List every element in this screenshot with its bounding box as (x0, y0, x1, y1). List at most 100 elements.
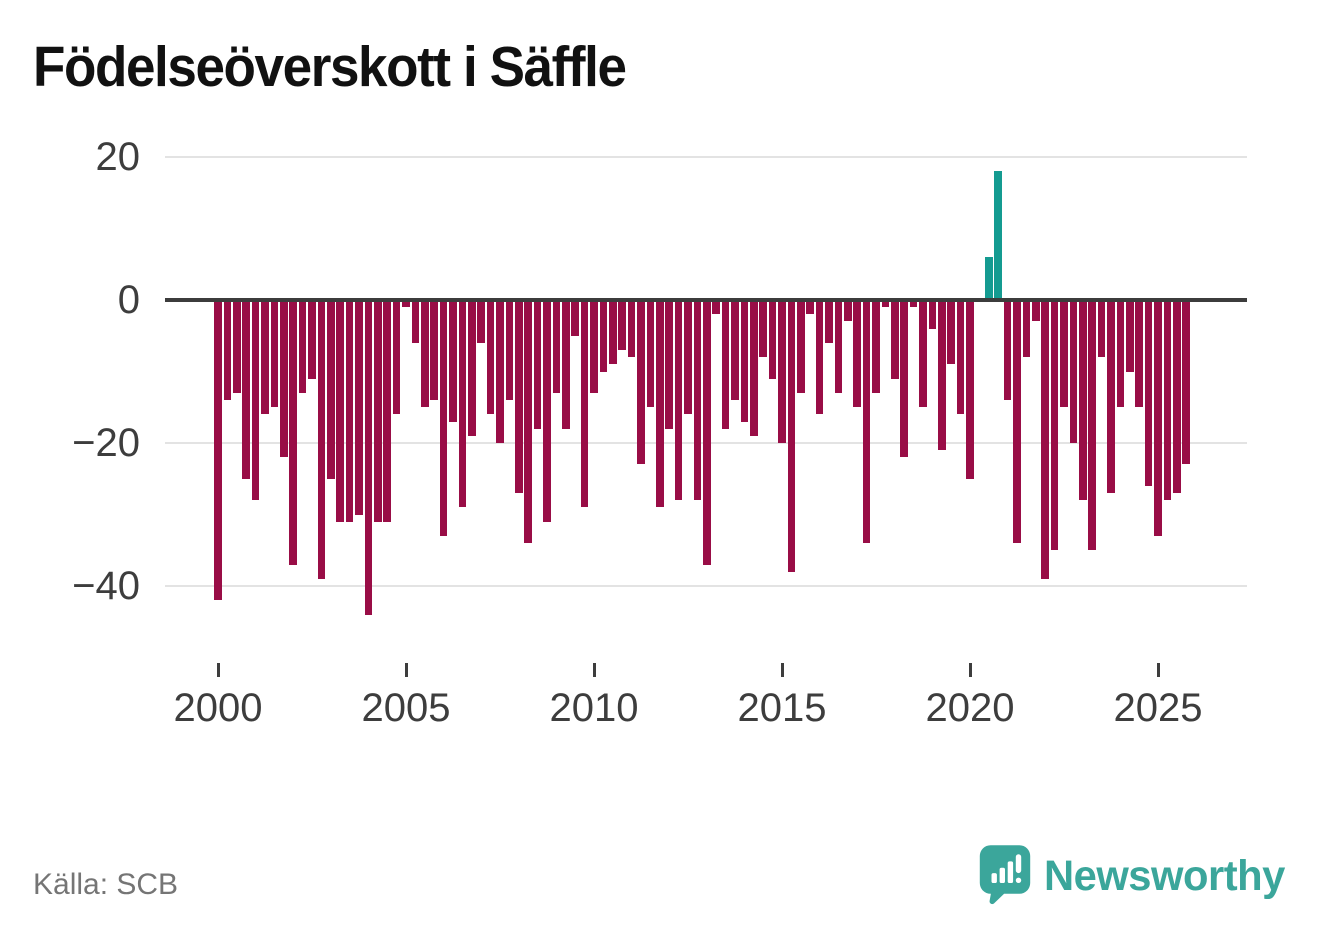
bar-2024K4 (1144, 301, 1153, 486)
bar-2001K2 (261, 301, 269, 415)
bar-2020K3 (985, 257, 993, 299)
bar-2001K1 (251, 301, 260, 501)
bar-2009K1 (552, 301, 561, 393)
x-axis-tick-2015 (780, 663, 784, 677)
bar-2003K3 (345, 301, 354, 522)
x-axis-label-2020: 2020 (925, 686, 1015, 730)
bar-2019K2 (938, 301, 946, 451)
bar-2024K2 (1126, 301, 1134, 372)
bar-2014K2 (750, 301, 758, 436)
bar-2025K3 (1173, 301, 1181, 494)
x-axis-tick-2020 (968, 663, 972, 677)
bar-2011K4 (656, 301, 664, 508)
gridline--40 (165, 585, 1247, 587)
newsworthy-wordmark: Newsworthy (1044, 852, 1285, 900)
x-axis-tick-2000 (216, 663, 220, 677)
newsworthy-bubble-chart-icon (978, 843, 1032, 910)
bar-2017K3 (872, 301, 880, 393)
x-axis-tick-2010 (592, 663, 596, 677)
bar-2008K2 (524, 301, 532, 544)
bar-2018K2 (900, 301, 908, 458)
bar-2004K4 (392, 301, 401, 415)
bar-2023K2 (1088, 301, 1096, 551)
bar-2014K4 (768, 301, 777, 379)
bar-2000K3 (233, 301, 241, 393)
bar-2007K2 (486, 301, 495, 415)
bar-2020K1 (966, 301, 974, 479)
bar-2014K1 (740, 301, 749, 422)
bar-2006K4 (468, 301, 476, 436)
bar-2023K1 (1079, 301, 1087, 501)
bar-2004K2 (374, 301, 382, 522)
x-axis-label-2000: 2000 (173, 686, 263, 730)
bar-2022K4 (1069, 301, 1078, 443)
bar-2018K3 (909, 301, 918, 308)
y-axis-label-0: 0 (117, 278, 140, 322)
bar-2004K3 (383, 301, 391, 522)
bar-2013K4 (731, 301, 739, 401)
bar-2010K3 (609, 301, 617, 365)
bar-2013K2 (712, 301, 720, 315)
bar-2012K2 (674, 301, 683, 501)
bar-2024K1 (1116, 301, 1125, 408)
x-axis-label-2025: 2025 (1113, 686, 1203, 730)
bar-2008K3 (533, 301, 542, 429)
bar-2010K1 (590, 301, 598, 393)
bar-2014K3 (759, 301, 767, 358)
bar-2021K2 (1013, 301, 1021, 544)
y-axis-label--20: −20 (72, 421, 140, 465)
bar-2002K1 (289, 301, 297, 565)
y-axis-label--40: −40 (72, 564, 140, 608)
bar-2023K4 (1107, 301, 1115, 494)
bar-2010K2 (599, 301, 608, 372)
bar-2010K4 (618, 301, 626, 351)
zero-axis-line (165, 298, 1247, 302)
x-axis-tick-2005 (404, 663, 408, 677)
bar-2025K2 (1163, 301, 1172, 501)
bar-2005K4 (430, 301, 438, 401)
bar-2003K4 (355, 301, 363, 515)
bar-2015K4 (806, 301, 814, 315)
bar-2025K4 (1182, 301, 1190, 465)
bar-2011K2 (637, 301, 645, 465)
bar-2016K1 (815, 301, 824, 415)
bar-2018K4 (919, 301, 927, 408)
bar-2017K1 (853, 301, 861, 408)
bar-2015K3 (797, 301, 805, 393)
bar-2013K3 (721, 301, 730, 429)
x-axis-label-2015: 2015 (737, 686, 827, 730)
bar-2024K3 (1135, 301, 1143, 408)
chart-title: Födelseöverskott i Säffle (33, 35, 627, 99)
bar-2002K2 (298, 301, 307, 393)
bar-2023K3 (1097, 301, 1106, 358)
x-axis-label-2010: 2010 (549, 686, 639, 730)
bar-2009K2 (562, 301, 570, 429)
bar-2021K3 (1022, 301, 1031, 358)
y-axis-label-20: 20 (95, 135, 141, 179)
bar-2015K1 (778, 301, 786, 443)
bar-2005K3 (421, 301, 429, 408)
bar-2016K3 (834, 301, 843, 393)
bar-2020K4 (994, 171, 1002, 299)
bar-2000K2 (223, 301, 232, 401)
bar-2016K4 (844, 301, 852, 322)
bar-2011K1 (627, 301, 636, 358)
bar-2000K1 (214, 301, 222, 601)
bar-2022K1 (1041, 301, 1049, 579)
bar-2017K4 (881, 301, 890, 308)
bar-2000K4 (242, 301, 250, 479)
bar-2001K3 (270, 301, 279, 408)
bar-2012K3 (684, 301, 692, 415)
bar-2013K1 (703, 301, 711, 565)
bar-2011K3 (646, 301, 655, 408)
bar-2003K1 (327, 301, 335, 479)
bar-2025K1 (1154, 301, 1162, 536)
newsworthy-logo: Newsworthy (978, 843, 1292, 910)
bar-2009K3 (571, 301, 579, 336)
bar-2018K1 (891, 301, 899, 379)
bar-2003K2 (336, 301, 344, 522)
bar-2009K4 (580, 301, 589, 508)
bar-2016K2 (825, 301, 833, 343)
bar-2007K4 (505, 301, 514, 401)
bar-2007K3 (496, 301, 504, 443)
